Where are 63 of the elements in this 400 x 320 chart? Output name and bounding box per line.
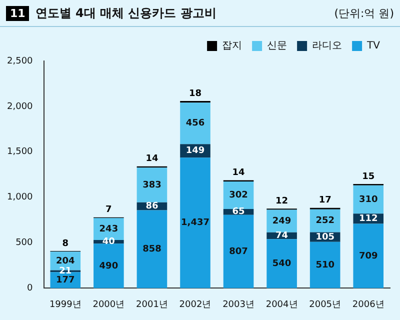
data-label: 74 (276, 231, 288, 242)
data-label: 249 (272, 216, 292, 226)
bar (136, 168, 168, 202)
data-label: 12 (276, 196, 288, 207)
data-label: 302 (229, 190, 248, 201)
data-label: 204 (56, 256, 75, 266)
y-tick-label: 0 (27, 284, 34, 294)
data-label: 65 (232, 207, 245, 218)
data-label: 17 (318, 196, 332, 206)
bar (136, 210, 168, 288)
data-label: 252 (316, 216, 334, 226)
bar (353, 185, 384, 214)
bar (266, 239, 297, 288)
data-label: 177 (56, 276, 75, 286)
data-label: 18 (188, 88, 202, 99)
data-label: 510 (316, 260, 334, 270)
x-tick-label: 2002년 (179, 300, 212, 310)
data-label: 7 (106, 205, 112, 216)
bar (223, 214, 254, 288)
y-tick-label: 500 (16, 238, 34, 248)
data-label: 40 (102, 237, 115, 248)
data-label: 86 (146, 202, 158, 212)
y-tick-label: 1,500 (7, 147, 34, 158)
data-label: 807 (229, 246, 248, 257)
x-tick-label: 2004년 (266, 300, 298, 310)
x-tick-label: 2003년 (222, 300, 254, 310)
data-label: 149 (186, 146, 205, 156)
data-label: 858 (142, 244, 162, 255)
data-label: 709 (358, 251, 378, 262)
legend-label: TV (366, 40, 380, 52)
data-label: 15 (362, 172, 375, 182)
y-tick-label: 2,000 (7, 102, 34, 112)
chart-title: 연도별 4대 매체 신용카드 광고비 (35, 4, 216, 22)
data-label: 1,437 (181, 218, 210, 228)
data-label: 310 (358, 194, 378, 205)
bar (180, 158, 210, 288)
data-label: 243 (99, 224, 118, 234)
bar (310, 242, 340, 288)
data-label: 21 (59, 266, 72, 277)
data-label: 456 (186, 118, 205, 129)
legend-label: 신문 (267, 40, 288, 52)
x-tick-label: 2001년 (136, 300, 168, 310)
data-label: 540 (272, 259, 292, 270)
data-label: 14 (232, 168, 245, 178)
bar (94, 244, 124, 288)
x-tick-label: 1999년 (49, 300, 82, 310)
legend-label: 라디오 (312, 40, 342, 52)
y-tick-label: 2,500 (7, 56, 34, 66)
legend-label: 잡지 (222, 40, 242, 52)
x-tick-label: 2005년 (309, 300, 342, 310)
data-label: 105 (316, 232, 334, 242)
x-tick-label: 2000년 (92, 300, 125, 310)
data-label: 490 (99, 261, 118, 272)
data-label: 14 (146, 154, 158, 164)
data-label: 8 (62, 238, 69, 249)
data-label: 383 (142, 180, 162, 190)
bar (353, 224, 384, 288)
x-tick-label: 2006년 (352, 300, 384, 310)
y-tick-label: 1,000 (7, 192, 34, 203)
data-label: 112 (358, 214, 378, 224)
text: (단위:억 원) (334, 6, 394, 20)
text: 11 (6, 6, 30, 20)
bar (180, 102, 210, 144)
